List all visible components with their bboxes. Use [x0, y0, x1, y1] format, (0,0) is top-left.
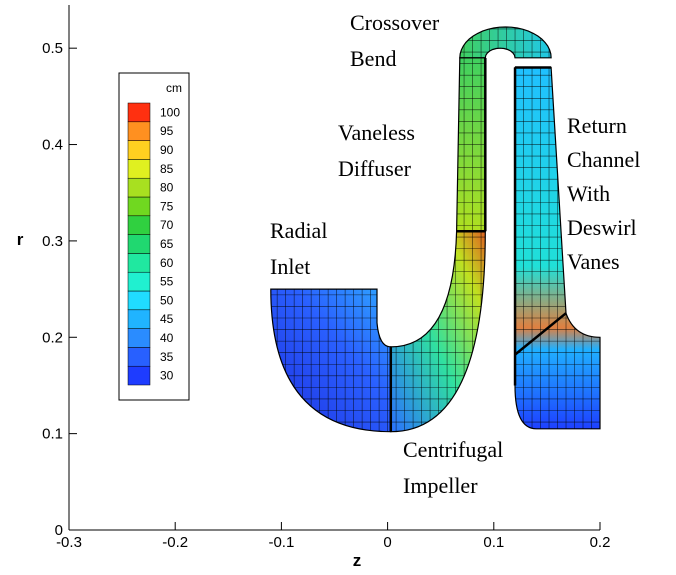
colorbar-tick-label: 65: [160, 237, 174, 251]
return-channel-outline: [514, 66, 601, 430]
colorbar-tick-label: 85: [160, 162, 174, 176]
annotations: Crossover Bend Vaneless Diffuser Radial Inlet…: [270, 10, 640, 498]
impeller-region: [390, 231, 486, 432]
colorbar-tick-label: 30: [160, 369, 174, 383]
x-tick-label: -0.2: [162, 534, 188, 551]
colorbar-swatch: [127, 234, 151, 254]
x-tick-label: 0.2: [590, 534, 611, 551]
impeller-outline: [390, 230, 486, 433]
colorbar-label: cm: [166, 81, 182, 95]
annotation: Return: [567, 113, 627, 138]
annotation: Bend: [350, 46, 396, 71]
annotation: Deswirl: [567, 215, 637, 240]
annotation: Radial: [270, 218, 327, 243]
colorbar-swatch: [127, 253, 151, 273]
x-tick-label: 0.1: [483, 534, 504, 551]
colorbar-tick-label: 35: [160, 350, 174, 364]
annotation: Vaneless: [338, 120, 415, 145]
colorbar-swatch: [127, 290, 151, 311]
x-tick-label: -0.3: [56, 534, 82, 551]
colorbar-swatch: [127, 140, 151, 160]
y-tick-label: 0.1: [42, 426, 63, 443]
annotation: Diffuser: [338, 156, 412, 181]
y-tick-label: 0.4: [42, 137, 63, 154]
annotation: Crossover: [350, 10, 440, 35]
annotation: Centrifugal: [403, 437, 503, 462]
colorbar-tick-label: 100: [160, 105, 180, 119]
crossover-outline: [459, 26, 552, 59]
y-tick-label: 0.5: [42, 40, 63, 57]
colorbar-swatch: [127, 365, 151, 386]
colorbar-swatch: [127, 121, 151, 141]
colorbar-tick-label: 70: [160, 218, 174, 232]
boundary-line: [514, 312, 567, 356]
y-axis-label: r: [17, 230, 24, 249]
colorbar-tick-label: 95: [160, 124, 174, 138]
colorbar-swatch: [127, 159, 151, 179]
annotation: Inlet: [270, 254, 310, 279]
colorbar-tick-label: 60: [160, 256, 174, 270]
colorbar-tick-label: 40: [160, 331, 174, 345]
annotation: Vanes: [567, 249, 620, 274]
colorbar-swatch: [127, 102, 151, 123]
x-tick-label: -0.1: [268, 534, 294, 551]
colorbar-swatch: [127, 328, 151, 348]
y-tick-label: 0: [55, 522, 63, 539]
inlet-outline: [270, 288, 392, 433]
colorbar-tick-label: 50: [160, 293, 174, 307]
colorbar-tick-label: 90: [160, 143, 174, 157]
annotation: With: [567, 181, 610, 206]
colorbar-swatch: [127, 271, 151, 292]
colorbar-tick-label: 80: [160, 181, 174, 195]
colorbar-tick-label: 75: [160, 199, 174, 213]
colorbar-swatch: [127, 196, 151, 217]
annotation: Channel: [567, 147, 640, 172]
colorbar-swatch: [127, 215, 151, 235]
axes: -0.3 -0.2 -0.1 0 0.1 0.2 0 0.1 0.2 0.3 0.4 0.5: [42, 5, 610, 551]
annotation: Impeller: [403, 473, 478, 498]
colorbar-swatch: [127, 347, 151, 367]
colorbar-tick-label: 45: [160, 312, 174, 326]
x-axis-label: z: [353, 551, 362, 570]
colorbar-swatch: [127, 309, 151, 329]
colorbar-tick-label: 55: [160, 275, 174, 289]
y-tick-label: 0.3: [42, 233, 63, 250]
y-tick-label: 0.2: [42, 329, 63, 346]
crossover-region: [459, 27, 552, 58]
colorbar-swatch: [127, 177, 151, 198]
colorbar: cm 30 35 40 45 50 55 60 65 70 75 80 85 90 95 100: [118, 72, 190, 401]
x-tick-label: 0: [383, 534, 391, 551]
